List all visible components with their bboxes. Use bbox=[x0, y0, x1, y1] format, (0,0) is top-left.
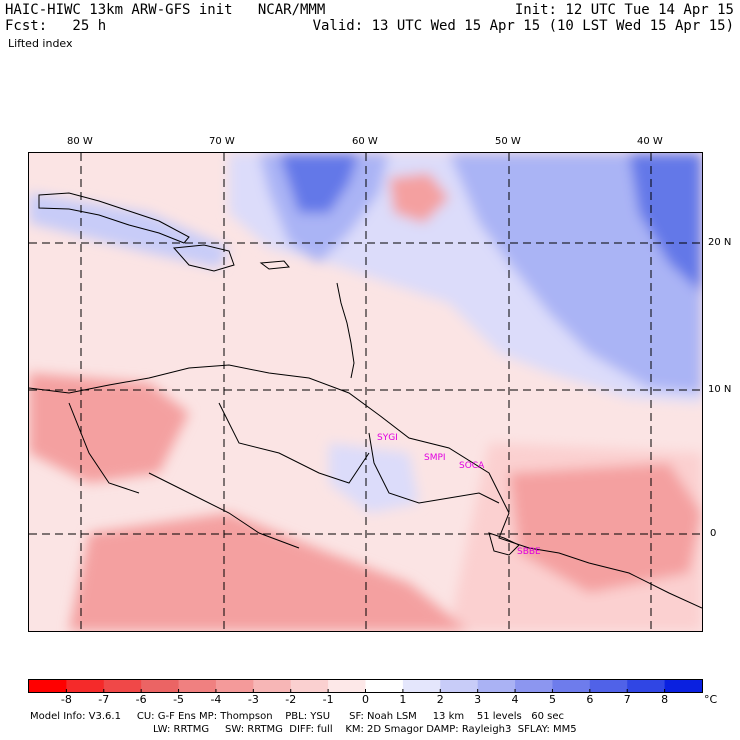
station-label-sbbe: SBBE bbox=[517, 547, 541, 557]
lon-label-70w: 70 W bbox=[209, 136, 235, 147]
colorbar-tick-label: -8 bbox=[60, 693, 72, 706]
colorbar-swatch bbox=[103, 680, 142, 692]
colorbar-swatch bbox=[589, 680, 628, 692]
stable-north-center-core bbox=[279, 153, 359, 213]
colorbar-tick-label: -2 bbox=[285, 693, 297, 706]
stable-northeast-region bbox=[449, 153, 702, 393]
graticule bbox=[29, 153, 702, 631]
puerto-rico-coastline bbox=[259, 260, 290, 270]
colorbar-tick-label: 2 bbox=[436, 693, 444, 706]
colorbar-swatch bbox=[664, 680, 703, 692]
field-name: Lifted index bbox=[8, 37, 73, 50]
colorbar-swatch bbox=[440, 680, 479, 692]
lon-label-40w: 40 W bbox=[637, 136, 663, 147]
colorbar-tick-label: -7 bbox=[98, 693, 110, 706]
model-title: HAIC-HIWC 13km ARW-GFS init NCAR/MMM bbox=[5, 2, 326, 18]
station-label-soca: SOCA bbox=[459, 461, 485, 471]
unstable-amazon-region bbox=[69, 513, 469, 631]
colorbar-tick-label: 8 bbox=[661, 693, 669, 706]
station-label-sygi: SYGI bbox=[377, 433, 398, 443]
brazil-interior-border bbox=[148, 472, 300, 549]
colorbar-swatch bbox=[141, 680, 180, 692]
colorbar-tick-label: 4 bbox=[511, 693, 519, 706]
model-info-line1: Model Info: V3.6.1 CU: G-F Ens MP: Thomp… bbox=[30, 711, 565, 722]
colorbar-tick-label: -1 bbox=[322, 693, 334, 706]
colorbar-swatch bbox=[215, 680, 254, 692]
colorbar-tick-label: -5 bbox=[173, 693, 185, 706]
colorbar-tick-label: -3 bbox=[247, 693, 259, 706]
colorbar-swatch bbox=[66, 680, 105, 692]
colorbar-swatch bbox=[552, 680, 591, 692]
lat-label-equator: 0 bbox=[710, 528, 717, 539]
venezuela-border bbox=[218, 402, 370, 484]
unstable-northeast-cell bbox=[389, 173, 449, 223]
south-america-coastline bbox=[29, 364, 702, 609]
colorbar-swatch bbox=[365, 680, 404, 692]
unstable-colombia-region bbox=[29, 373, 189, 483]
coastlines bbox=[29, 192, 702, 609]
colorbar-tick-label: 0 bbox=[362, 693, 369, 706]
lifted-index-map: SYGI SMPI SOCA SBBE bbox=[28, 152, 703, 632]
map-svg bbox=[29, 153, 702, 631]
lon-label-50w: 50 W bbox=[495, 136, 521, 147]
lesser-antilles-arc bbox=[336, 282, 355, 379]
colorbar-swatch bbox=[253, 680, 292, 692]
lon-label-60w: 60 W bbox=[352, 136, 378, 147]
colorbar-swatch bbox=[515, 680, 553, 692]
colorbar-unit: °C bbox=[704, 693, 718, 706]
colorbar-swatch bbox=[290, 680, 329, 692]
colorbar-swatch bbox=[402, 680, 441, 692]
lat-label-20n: 20 N bbox=[708, 237, 732, 248]
colorbar-tick-label: -4 bbox=[210, 693, 222, 706]
colorbar-tick-label: 7 bbox=[623, 693, 631, 706]
cuba-coastline bbox=[38, 192, 190, 244]
colombia-border bbox=[68, 402, 140, 494]
colorbar-swatch bbox=[328, 680, 366, 692]
lat-label-10n: 10 N bbox=[708, 384, 732, 395]
unstable-atlantic-core bbox=[509, 463, 702, 593]
colorbar-tick-label: 6 bbox=[586, 693, 594, 706]
forecast-hour: Fcst: 25 h bbox=[5, 18, 107, 34]
colorbar bbox=[28, 679, 703, 693]
amazon-delta-outline bbox=[488, 532, 520, 556]
stable-northeast-core bbox=[629, 153, 702, 293]
colorbar-swatch bbox=[29, 680, 67, 692]
station-label-smpi: SMPI bbox=[424, 453, 446, 463]
colorbar-tick-label: 3 bbox=[474, 693, 482, 706]
field-shading bbox=[29, 153, 702, 631]
colorbar-tick-label: 1 bbox=[399, 693, 407, 706]
valid-time: Valid: 13 UTC Wed 15 Apr 15 (10 LST Wed … bbox=[312, 18, 734, 34]
colorbar-tick-label: -6 bbox=[135, 693, 147, 706]
hispaniola-coastline bbox=[172, 244, 235, 272]
colorbar-tick-label: 5 bbox=[548, 693, 556, 706]
init-time: Init: 12 UTC Tue 14 Apr 15 bbox=[514, 2, 734, 18]
lon-label-80w: 80 W bbox=[67, 136, 93, 147]
colorbar-swatch bbox=[178, 680, 217, 692]
colorbar-swatch bbox=[477, 680, 516, 692]
guiana-border bbox=[368, 432, 500, 504]
model-info-line2: LW: RRTMG SW: RRTMG DIFF: full KM: 2D Sm… bbox=[153, 724, 577, 735]
colorbar-swatch bbox=[627, 680, 666, 692]
stable-caribbean-band bbox=[29, 193, 229, 268]
